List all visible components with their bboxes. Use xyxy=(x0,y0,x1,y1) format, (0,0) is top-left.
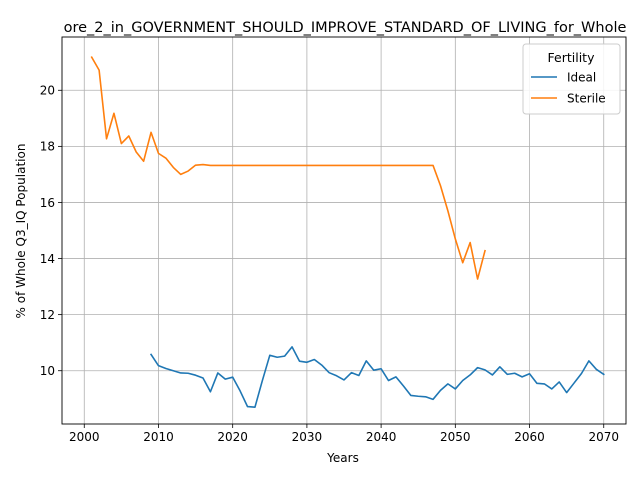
x-tick-label: 2020 xyxy=(217,430,248,444)
legend-title: Fertility xyxy=(548,50,596,65)
y-tick-label: 10 xyxy=(40,364,55,378)
plot-frame xyxy=(61,36,627,425)
y-tick-label: 18 xyxy=(40,140,55,154)
legend: Fertility Ideal Sterile xyxy=(522,43,621,115)
series-lines xyxy=(90,56,605,408)
y-tick-label: 16 xyxy=(40,196,55,210)
legend-label-ideal: Ideal xyxy=(567,71,596,85)
x-axis-label: Years xyxy=(326,451,359,465)
x-tick-label: 2050 xyxy=(440,430,471,444)
x-tick-label: 2040 xyxy=(366,430,397,444)
x-tick-label: 2060 xyxy=(514,430,545,444)
chart-title: ore_2_in_GOVERNMENT_SHOULD_IMPROVE_STAND… xyxy=(64,20,627,36)
x-tick-label: 2030 xyxy=(292,430,323,444)
y-tick-label: 12 xyxy=(40,308,55,322)
y-tick-label: 14 xyxy=(40,252,55,266)
x-tick-label: 2070 xyxy=(588,430,619,444)
series-line-sterile xyxy=(90,56,486,280)
x-tick-label: 2010 xyxy=(143,430,174,444)
axis-ticks: 2000 2010 2020 2030 2040 2050 2060 2070 10 12 14 16… xyxy=(40,84,619,444)
x-tick-label: 2000 xyxy=(69,430,100,444)
y-tick-label: 20 xyxy=(40,84,55,98)
legend-label-sterile: Sterile xyxy=(567,92,606,106)
series-line-ideal xyxy=(149,346,605,408)
legend-box xyxy=(522,43,621,115)
y-axis-label: % of Whole Q3_IQ Population xyxy=(14,144,28,319)
